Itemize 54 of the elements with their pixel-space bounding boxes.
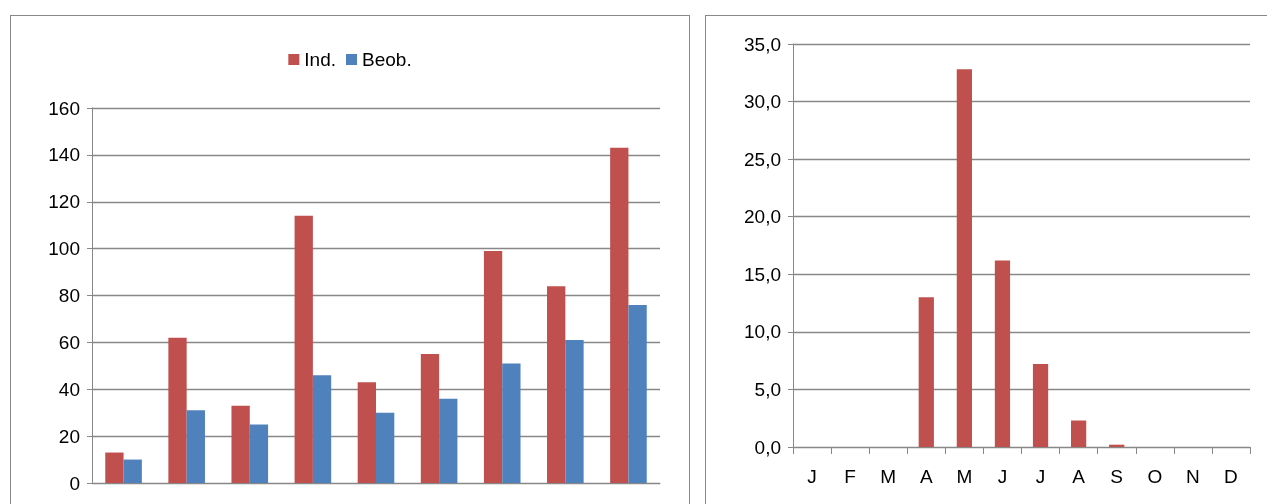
y-tick-label: 160 bbox=[48, 97, 80, 119]
x-tick-label: M bbox=[956, 466, 973, 487]
bar bbox=[231, 405, 250, 483]
x-tick-label: J bbox=[1035, 466, 1046, 487]
x-tick-label: S bbox=[1110, 466, 1124, 487]
bar bbox=[249, 424, 269, 483]
bar bbox=[312, 375, 332, 483]
bar bbox=[565, 340, 584, 483]
y-tick-label: 120 bbox=[48, 191, 80, 213]
y-tick-label: 0,0 bbox=[754, 436, 781, 458]
x-tick-label: F bbox=[844, 466, 856, 487]
y-tick-label: 40 bbox=[58, 378, 80, 400]
bar bbox=[294, 215, 313, 483]
bar bbox=[956, 69, 972, 447]
y-tick-label: 10,0 bbox=[744, 321, 781, 343]
y-tick-label: 35,0 bbox=[744, 33, 781, 55]
bar bbox=[547, 286, 566, 483]
bar bbox=[168, 337, 187, 483]
bar bbox=[1032, 364, 1049, 447]
legend-label: Beob. bbox=[362, 49, 412, 70]
bar bbox=[1071, 420, 1087, 447]
bar bbox=[994, 260, 1011, 447]
x-tick-label: A bbox=[919, 466, 933, 487]
bar bbox=[918, 297, 934, 447]
bar bbox=[105, 452, 124, 483]
bar bbox=[420, 354, 440, 483]
bar bbox=[376, 412, 395, 483]
x-tick-label: M bbox=[880, 466, 897, 487]
y-tick-label: 25,0 bbox=[744, 148, 781, 170]
y-tick-label: 80 bbox=[58, 285, 80, 306]
y-tick-label: 5,0 bbox=[754, 378, 781, 400]
y-tick-label: 60 bbox=[58, 331, 80, 353]
bar bbox=[186, 410, 205, 483]
x-tick-label: A bbox=[1072, 466, 1086, 487]
bar bbox=[610, 147, 629, 483]
legend-label: Ind. bbox=[304, 49, 337, 70]
y-tick-label: 20 bbox=[58, 425, 80, 447]
x-tick-label: D bbox=[1224, 466, 1238, 487]
y-tick-label: 20,0 bbox=[744, 206, 781, 228]
bar bbox=[439, 398, 458, 483]
x-tick-label: J bbox=[807, 466, 817, 487]
x-tick-label: J bbox=[997, 466, 1008, 487]
bar bbox=[502, 363, 521, 483]
bar bbox=[483, 250, 503, 483]
y-tick-label: 15,0 bbox=[744, 263, 781, 285]
x-tick-label: O bbox=[1147, 466, 1163, 487]
y-tick-label: 100 bbox=[48, 238, 80, 260]
bar bbox=[123, 459, 142, 483]
y-tick-label: 30,0 bbox=[744, 91, 781, 113]
bar bbox=[357, 382, 376, 483]
bar bbox=[628, 304, 647, 483]
y-tick-label: 140 bbox=[48, 144, 80, 166]
y-tick-label: 0 bbox=[69, 472, 80, 494]
x-tick-label: N bbox=[1186, 466, 1200, 487]
